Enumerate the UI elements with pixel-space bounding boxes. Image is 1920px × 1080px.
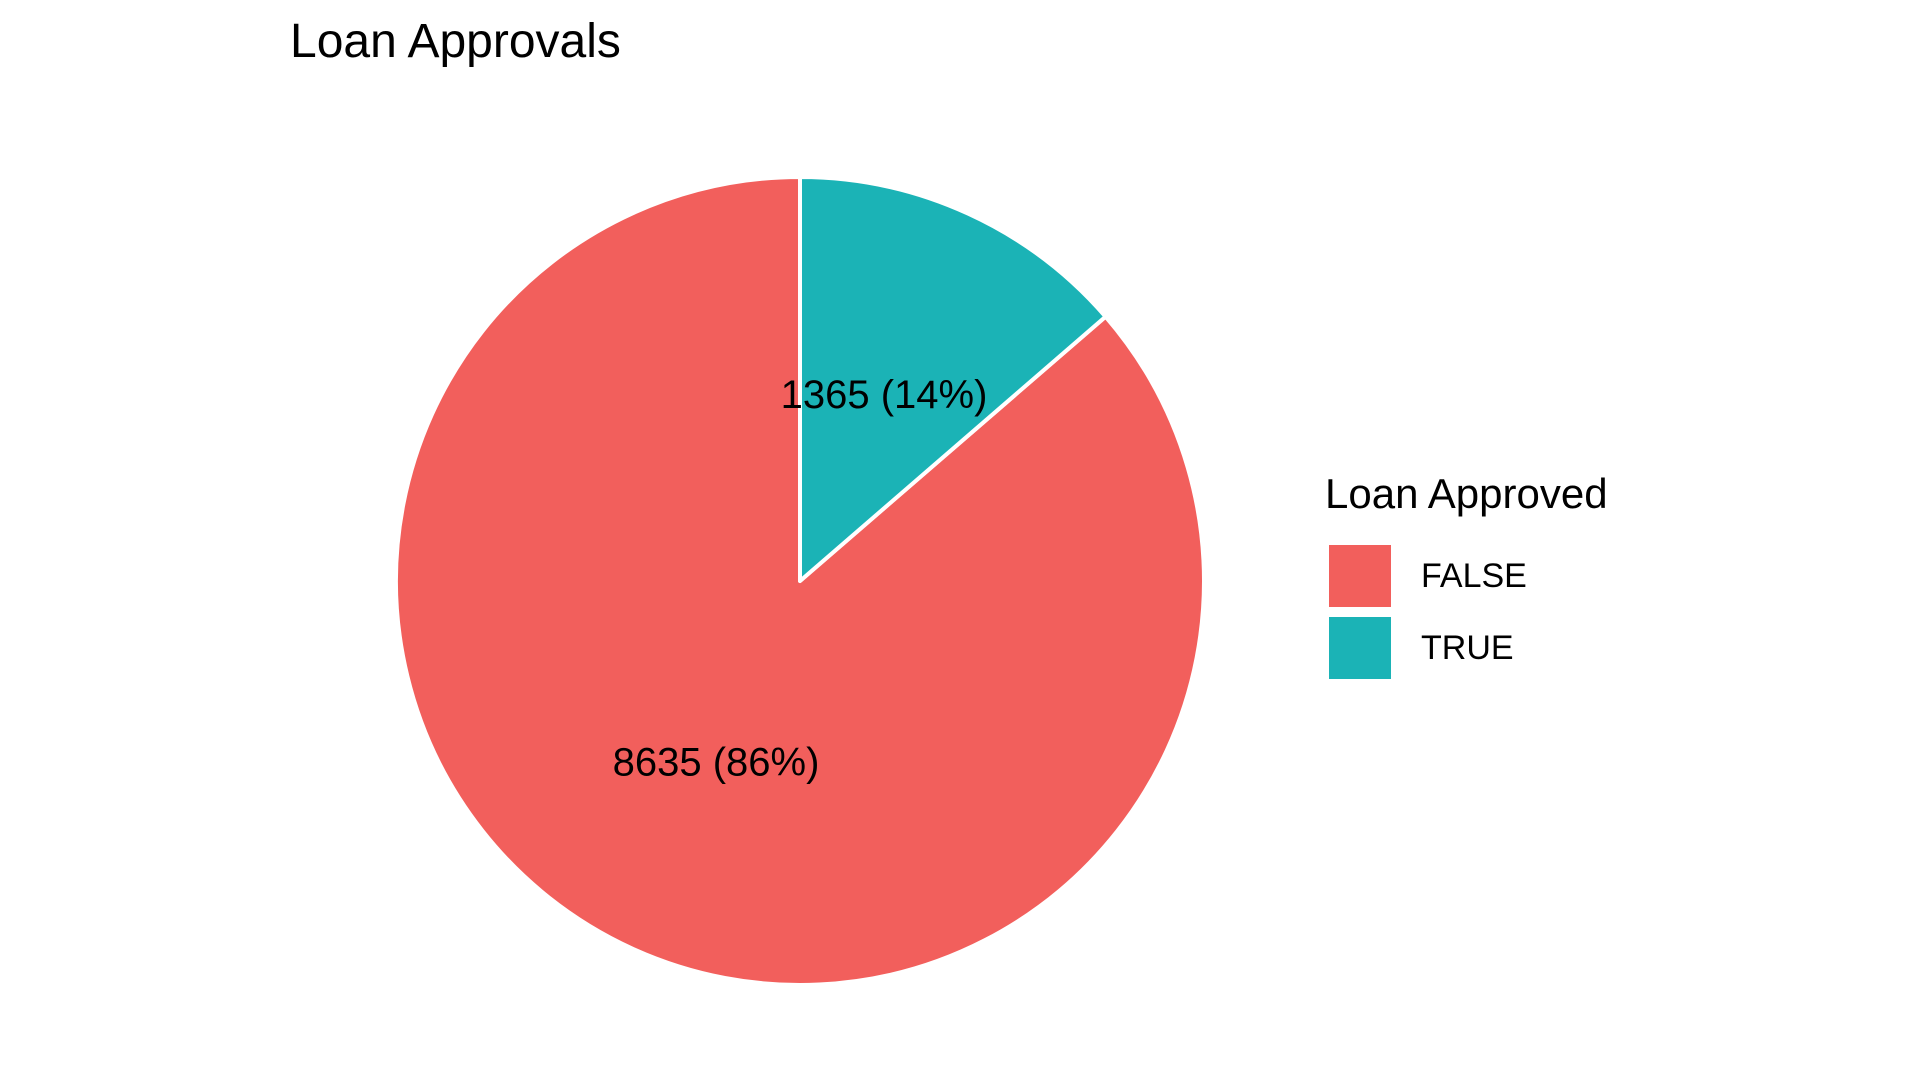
legend-key-true [1329, 617, 1391, 679]
chart-title: Loan Approvals [290, 15, 621, 68]
legend-label-true: TRUE [1421, 628, 1514, 667]
legend-title: Loan Approved [1325, 470, 1608, 517]
legend-item-true: TRUE [1325, 612, 1608, 684]
slice-label-false: 8635 (86%) [613, 740, 820, 784]
legend-key-false [1329, 545, 1391, 607]
pie-labels: 8635 (86%) 1365 (14%) [613, 373, 988, 784]
pie-slice-true [798, 175, 1108, 583]
legend: Loan Approved FALSE TRUE [1325, 470, 1608, 684]
legend-item-false: FALSE [1325, 540, 1608, 612]
slice-label-true: 1365 (14%) [781, 373, 988, 417]
pie-slices [394, 175, 1206, 987]
legend-label-false: FALSE [1421, 556, 1527, 595]
